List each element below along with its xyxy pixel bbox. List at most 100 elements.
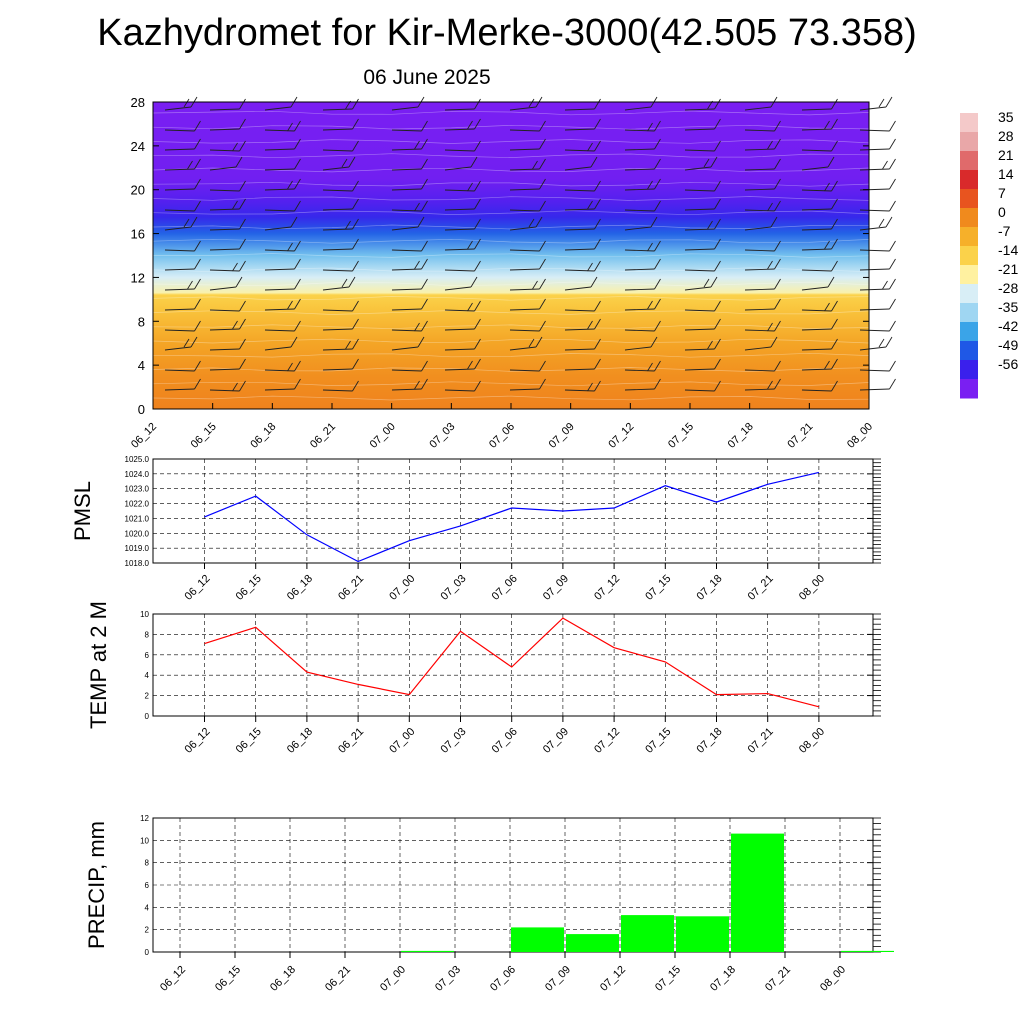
wind-barb-flag	[239, 358, 246, 370]
precip-bar	[621, 915, 674, 952]
wind-barb-flag	[714, 260, 721, 272]
wind-barb-flag	[710, 276, 718, 288]
wind-barb-flag	[594, 300, 601, 312]
wind-barb-flag	[824, 360, 830, 370]
wind-barb	[209, 166, 237, 171]
wind-barb-flag	[767, 202, 773, 212]
wind-barb	[744, 308, 775, 311]
wind-barb-flag	[421, 158, 428, 170]
wind-barb	[209, 149, 240, 152]
wind-barb-flag	[654, 120, 661, 132]
wind-barb-flag	[239, 318, 246, 330]
wind-barb-flag	[774, 320, 781, 332]
wind-barb-flag	[474, 118, 481, 130]
wind-barb-flag	[294, 120, 301, 132]
wind-barb	[564, 128, 595, 131]
wind-barb	[801, 166, 829, 171]
y-tick-label: 0	[145, 712, 150, 721]
wind-barb-flag	[294, 258, 301, 270]
x-tick-label: 07_03	[439, 726, 469, 756]
wind-barb	[624, 249, 655, 252]
wind-barb-flag	[183, 338, 190, 348]
wind-barb	[684, 149, 715, 152]
x-tick-label: 06_21	[323, 964, 353, 994]
wind-barb	[391, 209, 422, 212]
wind-barb-flag	[774, 178, 781, 190]
wind-barb	[444, 309, 475, 312]
wind-barb-flag	[594, 98, 601, 110]
chart-subtitle: 06 June 2025	[363, 66, 491, 89]
wind-barb-flag	[654, 320, 661, 332]
wind-barb-flag	[587, 142, 593, 152]
wind-barb	[744, 268, 775, 271]
wind-barb-flag	[287, 362, 293, 372]
wind-barb-flag	[707, 340, 713, 350]
wind-barb	[801, 368, 832, 371]
wind-barb-flag	[194, 158, 201, 170]
wind-barb-flag	[535, 216, 543, 228]
wind-barb	[164, 346, 192, 351]
wind-barb-flag	[587, 320, 593, 330]
wind-barb	[264, 288, 295, 291]
precip-bar	[676, 916, 729, 952]
wind-barb	[209, 108, 240, 111]
wind-barb-flag	[594, 260, 601, 272]
y-axis-title: PRECIP, mm	[84, 821, 109, 949]
wind-barb	[624, 209, 655, 212]
wind-barb-flag	[294, 278, 301, 290]
wind-barb-flag	[194, 360, 201, 372]
contour-line	[152, 295, 870, 301]
chart-title: Kazhydromet for Kir-Merke-3000(42.505 73…	[97, 12, 917, 54]
wind-barb	[209, 389, 240, 392]
wind-barb-flag	[421, 200, 428, 212]
wind-barb	[564, 228, 595, 231]
wind-barb-flag	[528, 218, 535, 228]
wind-barb	[209, 189, 240, 192]
wind-barb-flag	[474, 318, 481, 330]
wind-barb-flag	[885, 96, 893, 108]
x-tick-label: 08_00	[845, 421, 875, 451]
wind-barb-flag	[414, 380, 420, 390]
wind-barb-flag	[714, 180, 721, 192]
wind-barb	[859, 308, 890, 311]
x-tick-label: 07_06	[488, 964, 518, 994]
wind-barb	[209, 286, 237, 291]
colorbar-swatch	[960, 360, 978, 380]
x-tick-label: 07_15	[643, 573, 673, 603]
wind-barb-flag	[889, 200, 896, 212]
wind-barb	[164, 148, 195, 151]
y-axis-title: PMSL	[70, 481, 95, 541]
wind-barb-flag	[294, 158, 301, 170]
wind-barb	[564, 286, 592, 291]
wind-barb-flag	[654, 138, 661, 150]
wind-barb-flag	[474, 338, 481, 350]
wind-barb-flag	[539, 158, 546, 170]
wind-barb-flag	[824, 120, 830, 130]
wind-barb	[444, 208, 475, 211]
wind-barb-flag	[232, 262, 238, 272]
wind-barb	[264, 346, 292, 351]
wind-barb-flag	[528, 338, 535, 348]
wind-barb-flag	[539, 200, 546, 212]
wind-barb	[744, 249, 775, 252]
wind-barb	[564, 368, 595, 371]
wind-barb	[264, 129, 295, 132]
x-tick-label: 07_00	[387, 573, 417, 603]
wind-barb-flag	[539, 138, 546, 150]
wind-barb-flag	[421, 360, 428, 372]
wind-barb	[859, 209, 890, 212]
wind-barb-flag	[647, 300, 653, 310]
x-tick-label: 07_06	[490, 726, 520, 756]
wind-barb-flag	[232, 382, 238, 392]
wind-barb-flag	[594, 140, 601, 152]
wind-barb	[801, 389, 832, 392]
wind-barb	[264, 168, 295, 171]
wind-barb-flag	[770, 216, 778, 228]
contour-line	[152, 153, 870, 159]
wind-barb	[209, 309, 240, 312]
x-tick-label: 07_18	[726, 421, 756, 451]
wind-barb-flag	[194, 278, 201, 290]
wind-barb	[322, 128, 353, 131]
wind-barb-flag	[539, 278, 546, 290]
wind-barb	[744, 226, 772, 231]
